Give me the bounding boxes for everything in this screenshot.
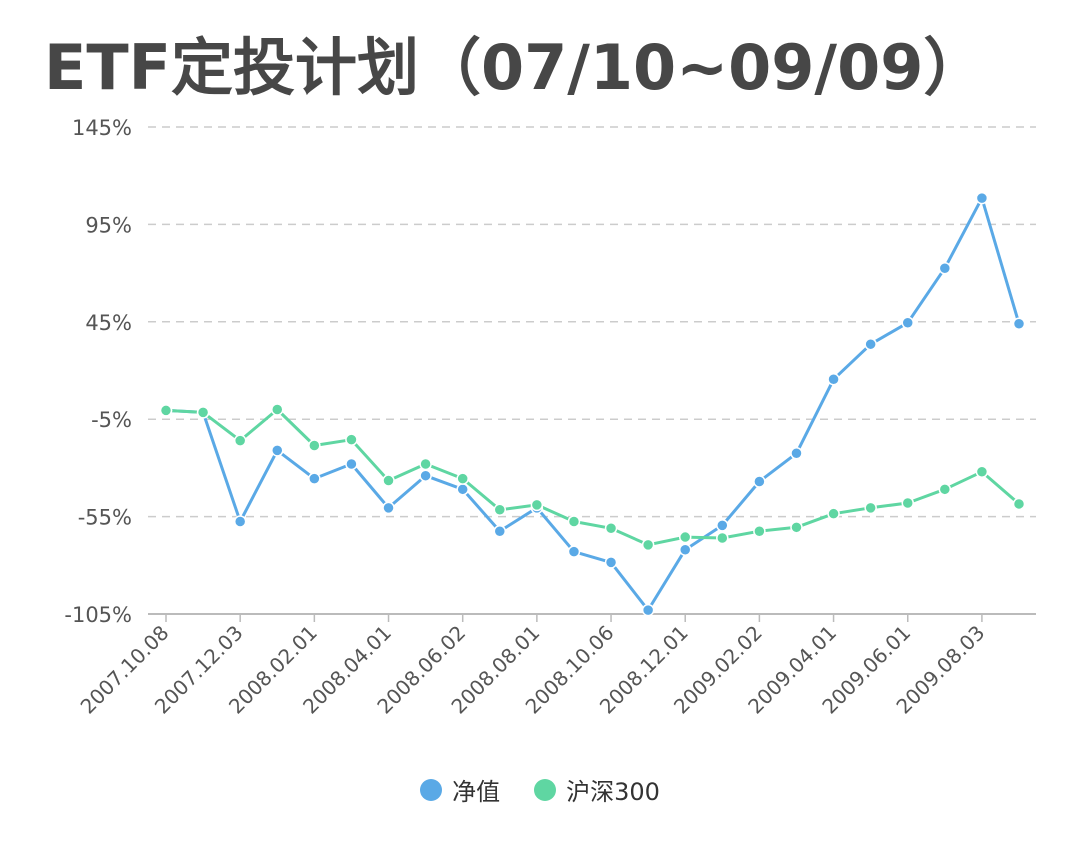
- data-point-index: [864, 501, 877, 515]
- data-point-index: [641, 538, 655, 552]
- data-point-nav: [641, 603, 655, 617]
- legend-label-nav: 净值: [452, 778, 501, 806]
- data-point-index: [308, 439, 321, 452]
- y-tick-label: 145%: [72, 116, 132, 140]
- data-point-nav: [456, 483, 469, 496]
- data-point-index: [530, 498, 544, 512]
- legend: 净值 沪深300: [0, 772, 1080, 807]
- data-point-index: [753, 524, 766, 538]
- data-point-nav: [790, 447, 803, 460]
- data-point-nav: [901, 316, 914, 330]
- data-point-index: [567, 515, 581, 528]
- legend-item-nav[interactable]: 净值: [420, 772, 500, 807]
- legend-label-index: 沪深300: [566, 778, 660, 806]
- y-tick-label: -105%: [64, 603, 132, 627]
- data-point-nav: [345, 457, 358, 471]
- data-point-nav: [233, 515, 247, 528]
- data-point-index: [901, 496, 914, 510]
- data-point-index: [382, 474, 395, 487]
- data-point-nav: [938, 261, 952, 275]
- data-point-nav: [678, 543, 692, 556]
- data-point-nav: [975, 191, 989, 205]
- y-tick-label: 95%: [85, 213, 132, 237]
- series-line-nav: [165, 196, 1021, 612]
- y-tick-label: -55%: [78, 506, 132, 530]
- data-point-nav: [419, 469, 432, 482]
- data-point-index: [938, 483, 952, 496]
- legend-marker-index: [534, 778, 557, 801]
- data-point-index: [493, 503, 507, 517]
- chart-title: ETF定投计划（07/10~09/09）: [44, 31, 986, 104]
- data-point-index: [271, 403, 284, 416]
- data-point-index: [419, 457, 432, 471]
- data-point-nav: [308, 472, 321, 485]
- data-point-nav: [753, 475, 766, 488]
- legend-item-index[interactable]: 沪深300: [534, 772, 660, 807]
- data-point-index: [604, 522, 618, 535]
- data-point-index: [975, 465, 989, 479]
- data-point-index: [456, 472, 469, 485]
- data-point-nav: [382, 501, 395, 515]
- data-point-nav: [827, 373, 840, 386]
- y-tick-label: -5%: [91, 408, 132, 432]
- data-point-index: [716, 531, 729, 545]
- data-point-index: [790, 521, 803, 534]
- data-point-index: [196, 406, 210, 419]
- data-point-index: [678, 530, 692, 544]
- data-point-nav: [271, 444, 284, 457]
- data-point-index: [159, 404, 173, 417]
- legend-marker-nav: [420, 778, 443, 801]
- data-point-nav: [716, 519, 729, 532]
- data-point-index: [1012, 497, 1026, 511]
- y-tick-label: 45%: [85, 311, 132, 335]
- data-point-nav: [864, 337, 877, 351]
- data-point-nav: [1012, 317, 1026, 330]
- data-point-nav: [567, 545, 581, 558]
- data-point-nav: [604, 556, 618, 569]
- data-point-nav: [493, 524, 507, 538]
- data-point-index: [345, 433, 358, 446]
- series-line-index: [165, 408, 1020, 547]
- data-point-index: [233, 434, 247, 447]
- data-point-index: [827, 507, 840, 520]
